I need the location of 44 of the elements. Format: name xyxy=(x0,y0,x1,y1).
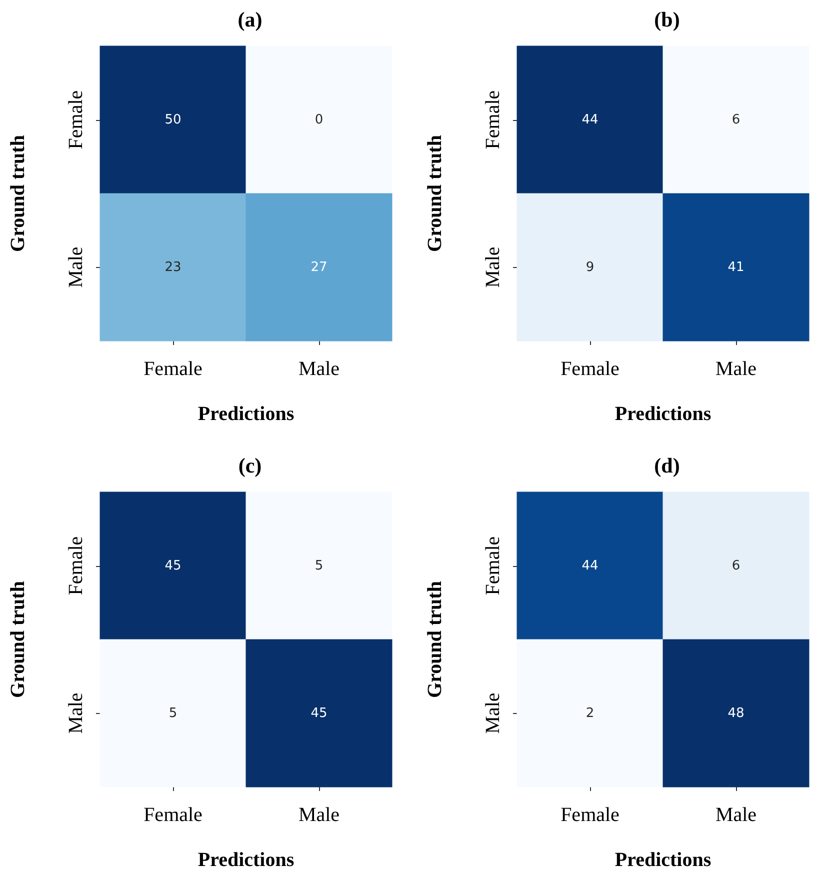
data-label: 5 xyxy=(314,558,324,574)
x-tick-label: Female xyxy=(144,358,203,380)
y-tick-label: Male xyxy=(482,246,504,288)
data-label: 9 xyxy=(586,260,594,275)
y-axis-title: Ground truth xyxy=(424,135,446,252)
x-tick-label: Male xyxy=(298,804,340,826)
data-label: 50 xyxy=(164,112,182,128)
data-label: 23 xyxy=(164,260,182,275)
data-label: 0 xyxy=(314,112,324,128)
chart-title: (d) xyxy=(654,454,680,478)
data-label: 5 xyxy=(168,706,178,721)
data-label: 2 xyxy=(586,706,594,721)
x-tick-label: Male xyxy=(715,804,757,826)
data-label: 27 xyxy=(310,260,328,275)
x-tick-label: Female xyxy=(560,358,620,380)
y-tick-label: Female xyxy=(65,90,87,150)
y-tick-label: Male xyxy=(482,692,504,734)
y-tick-label: Female xyxy=(65,536,87,596)
x-tick-label: Female xyxy=(560,804,620,826)
y-tick-label: Female xyxy=(482,536,504,596)
data-label: 44 xyxy=(582,558,598,574)
x-tick-label: Male xyxy=(715,358,757,380)
data-label: 6 xyxy=(732,558,740,574)
y-tick-label: Male xyxy=(65,692,87,734)
chart-title: (b) xyxy=(654,8,680,32)
data-label: 41 xyxy=(728,260,744,275)
x-tick-label: Male xyxy=(298,358,340,380)
y-axis-title: Ground truth xyxy=(7,135,29,252)
x-axis-title: Predictions xyxy=(614,403,712,425)
data-label: 6 xyxy=(732,112,740,128)
data-label: 45 xyxy=(310,706,328,721)
y-axis-title: Ground truth xyxy=(7,581,29,698)
x-axis-title: Predictions xyxy=(198,403,294,425)
data-label: 45 xyxy=(164,558,182,574)
data-label: 44 xyxy=(582,112,598,128)
y-tick-label: Female xyxy=(482,90,504,150)
x-axis-title: Predictions xyxy=(198,849,294,871)
y-axis-title: Ground truth xyxy=(424,581,446,698)
chart-title: (a) xyxy=(238,8,262,32)
data-label: 48 xyxy=(728,706,744,721)
x-tick-label: Female xyxy=(144,804,203,826)
y-tick-label: Male xyxy=(65,246,87,288)
chart-title: (c) xyxy=(238,454,262,478)
x-axis-title: Predictions xyxy=(614,849,712,871)
